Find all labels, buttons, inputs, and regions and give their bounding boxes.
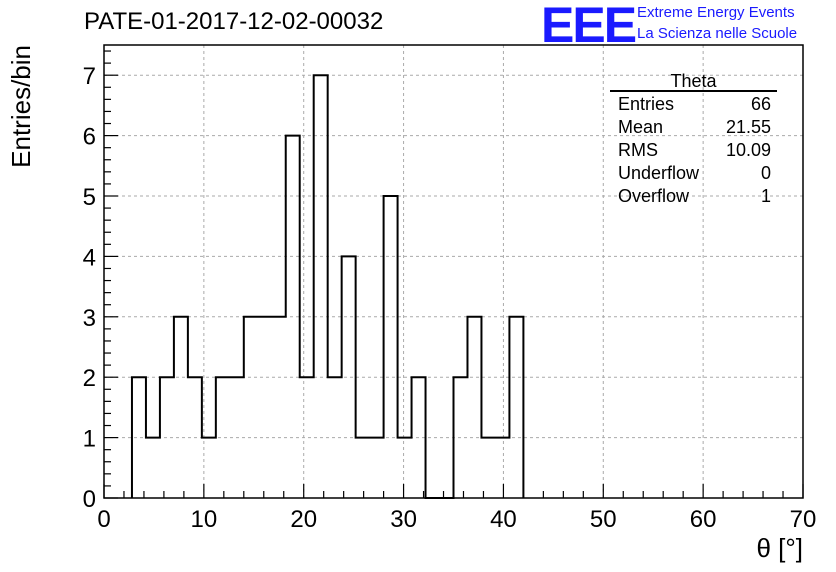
plot-frame	[103, 44, 804, 499]
stats-box: Theta Entries 66 Mean 21.55 RMS 10.09 Underflow…	[610, 71, 777, 206]
x-tick-label: 40	[490, 506, 517, 533]
x-tick-label: 20	[290, 506, 317, 533]
histogram-outline	[130, 74, 525, 499]
y-tick-label: 2	[83, 365, 96, 392]
stats-label: Underflow	[618, 163, 700, 183]
x-tick-label: 60	[690, 506, 717, 533]
y-tick-label: 3	[83, 305, 96, 332]
stats-value: 1	[761, 186, 771, 206]
stats-value: 66	[751, 94, 771, 114]
stats-label: RMS	[618, 140, 658, 160]
stats-label: Overflow	[618, 186, 690, 206]
x-tick-label: 10	[191, 506, 218, 533]
axis-ticks	[103, 50, 804, 499]
stats-title: Theta	[670, 71, 717, 91]
y-tick-label: 4	[83, 244, 96, 271]
x-tick-label: 70	[790, 506, 817, 533]
x-tick-label: 50	[590, 506, 617, 533]
eee-logo: EEE	[541, 0, 637, 53]
stats-value: 0	[761, 163, 771, 183]
y-tick-label: 1	[83, 426, 96, 453]
y-tick-label: 6	[83, 124, 96, 151]
x-tick-label: 30	[390, 506, 417, 533]
x-axis-label: θ [°]	[756, 533, 803, 563]
y-axis-label: Entries/bin	[6, 45, 36, 168]
chart-title: PATE-01-2017-12-02-00032	[84, 8, 384, 35]
stats-value: 10.09	[726, 140, 771, 160]
x-tick-label: 0	[97, 506, 110, 533]
y-tick-label: 5	[83, 184, 96, 211]
logo-line-1: Extreme Energy Events	[637, 4, 795, 21]
y-tick-label: 0	[83, 486, 96, 513]
stats-label: Mean	[618, 117, 663, 137]
stats-label: Entries	[618, 94, 674, 114]
y-tick-label: 7	[83, 63, 96, 90]
logo-line-2: La Scienza nelle Scuole	[637, 25, 798, 42]
stats-value: 21.55	[726, 117, 771, 137]
